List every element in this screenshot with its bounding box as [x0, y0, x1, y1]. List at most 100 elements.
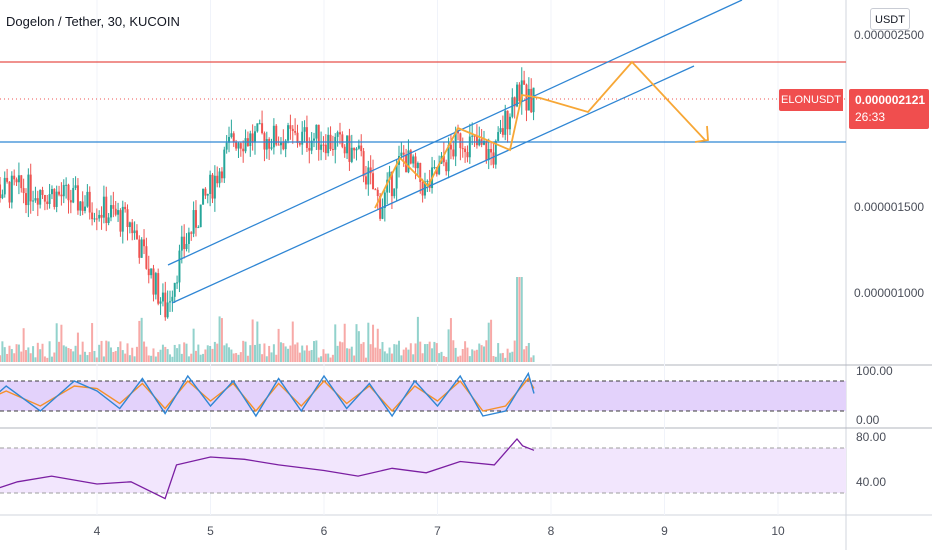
volume-bar	[287, 348, 290, 362]
candle-body	[187, 232, 190, 244]
candle-body	[338, 132, 341, 135]
candle-body	[131, 222, 134, 234]
volume-bar	[268, 345, 271, 362]
volume-bar	[398, 340, 401, 362]
volume-bar	[265, 356, 268, 362]
stochastic-d-line	[0, 377, 535, 413]
volume-bar	[412, 354, 415, 362]
volume-bar	[305, 345, 308, 362]
volume-bar	[228, 347, 231, 362]
candle-body	[350, 147, 353, 162]
candle-body	[34, 198, 37, 201]
volume-bar	[62, 345, 65, 362]
volume-bar	[421, 353, 424, 362]
candle-body	[508, 116, 511, 130]
channel-lower-line[interactable]	[171, 65, 695, 304]
stochastic-tick-label: 100.00	[856, 364, 893, 378]
grid-lines	[96, 0, 779, 515]
volume-bar	[187, 356, 190, 362]
time-tick-label: 7	[434, 524, 441, 538]
candle-body	[303, 127, 306, 132]
volume-bar	[284, 346, 287, 362]
volume-bar	[471, 349, 474, 362]
candle-body	[15, 179, 18, 183]
candle-body	[468, 136, 471, 158]
candle-body	[117, 210, 120, 215]
price-axis-ticks: 0.000002500 0.000001500 0.000001000	[854, 28, 924, 300]
candle-body	[506, 110, 509, 130]
volume-bar	[147, 355, 150, 362]
candle-body	[438, 163, 441, 175]
candle-body	[379, 196, 382, 219]
volume-bar	[180, 353, 183, 362]
time-tick-label: 5	[207, 524, 214, 538]
candle-body	[147, 268, 150, 276]
time-tick-label: 4	[94, 524, 101, 538]
volume-bar	[34, 357, 37, 362]
candle-body	[327, 134, 330, 154]
candle-body	[275, 125, 278, 145]
candle-body	[194, 210, 197, 228]
candle-body	[161, 292, 164, 302]
candle-body	[8, 181, 11, 203]
candle-body	[268, 139, 271, 149]
candle-body	[235, 141, 238, 149]
volume-bar	[315, 340, 318, 362]
volume-bar	[48, 341, 51, 362]
candle-body	[48, 194, 51, 205]
volume-bar	[431, 348, 434, 362]
candle-body	[32, 200, 35, 202]
candle-body	[183, 236, 186, 250]
volume-bar	[176, 348, 179, 362]
candle-body	[464, 148, 467, 153]
volume-bar	[400, 355, 403, 362]
candle-body	[289, 125, 292, 129]
price-tick-label: 0.000001500	[854, 200, 924, 214]
volume-bar	[327, 353, 330, 362]
volume-bars	[0, 277, 535, 362]
candle-body	[135, 230, 138, 240]
candle-body	[336, 132, 339, 137]
volume-bar	[86, 355, 89, 362]
candle-body	[55, 191, 58, 207]
candle-body	[494, 140, 497, 165]
volume-bar	[527, 342, 530, 362]
candle-body	[256, 123, 259, 132]
candle-body	[17, 175, 20, 183]
volume-bar	[419, 341, 422, 362]
candle-body	[499, 128, 502, 133]
time-tick-label: 9	[661, 524, 668, 538]
volume-bar	[138, 320, 141, 362]
candle-body	[355, 148, 358, 151]
volume-bar	[473, 350, 476, 362]
candle-body	[98, 214, 101, 219]
candle-body	[310, 140, 313, 151]
candle-body	[532, 87, 535, 113]
candle-body	[140, 239, 143, 258]
price-tick-label: 0.000001000	[854, 286, 924, 300]
volume-bar	[523, 349, 526, 362]
volume-bar	[298, 352, 301, 362]
volume-bar	[459, 355, 462, 362]
candle-body	[180, 236, 183, 251]
candle-body	[213, 175, 216, 199]
volume-bar	[58, 341, 61, 362]
volume-bar	[263, 343, 266, 362]
candle-body	[334, 136, 337, 150]
candle-body	[263, 133, 266, 150]
volume-bar	[192, 328, 195, 362]
candle-body	[128, 222, 131, 227]
candle-body	[86, 191, 89, 207]
volume-bar	[237, 354, 240, 362]
candle-body	[360, 145, 363, 152]
candle-body	[126, 209, 129, 227]
wave-pattern[interactable]	[374, 60, 706, 209]
currency-badge[interactable]: USDT	[870, 8, 910, 30]
candle-body	[81, 201, 84, 211]
volume-bar	[416, 316, 419, 362]
candle-body	[459, 133, 462, 149]
candle-body	[353, 147, 356, 151]
candle-body	[383, 192, 386, 209]
price-tick-label: 0.000002500	[854, 28, 924, 42]
